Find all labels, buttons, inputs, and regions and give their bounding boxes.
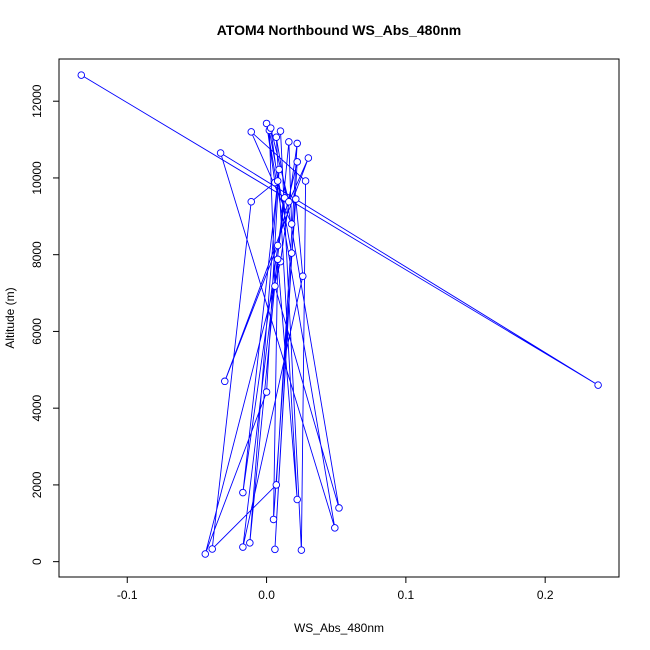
- data-point: [293, 158, 301, 166]
- data-point: [262, 388, 271, 396]
- y-tick-label: 10000: [30, 161, 44, 195]
- x-tick-label: -0.1: [117, 588, 138, 602]
- data-point: [221, 377, 229, 386]
- y-axis-label: Altitude (m): [3, 287, 17, 348]
- data-point: [247, 128, 255, 136]
- data-point: [272, 133, 281, 142]
- y-axis: 0 2000 4000 6000 8000 10000 12000: [30, 84, 59, 565]
- series-ws-abs-480nm: [77, 71, 602, 558]
- y-tick-label: 0: [30, 558, 44, 565]
- plot-frame: [58, 58, 620, 578]
- data-point: [293, 139, 301, 148]
- data-point: [271, 545, 279, 554]
- data-point: [292, 195, 300, 203]
- data-point: [285, 138, 293, 146]
- y-tick-label: 8000: [30, 241, 44, 268]
- data-point: [77, 71, 86, 79]
- data-point: [276, 127, 285, 135]
- data-point: [273, 241, 282, 250]
- data-point: [266, 124, 275, 132]
- data-point: [287, 249, 296, 257]
- y-tick-label: 12000: [30, 84, 44, 118]
- data-point: [201, 550, 210, 558]
- data-point: [293, 495, 301, 504]
- data-point: [275, 165, 283, 174]
- chart-title: ATOM4 Northbound WS_Abs_480nm: [217, 22, 462, 38]
- data-point: [301, 177, 310, 185]
- data-point: [246, 539, 254, 547]
- x-tick-label: 0.2: [537, 588, 554, 602]
- data-point: [299, 272, 307, 280]
- data-point: [269, 515, 278, 524]
- y-tick-label: 6000: [30, 318, 44, 345]
- data-point: [247, 197, 255, 206]
- data-point: [272, 481, 281, 489]
- data-point: [262, 119, 271, 128]
- data-point: [239, 543, 247, 551]
- data-point: [216, 149, 225, 157]
- data-point: [273, 255, 282, 264]
- data-point: [271, 282, 279, 290]
- data-point: [335, 504, 343, 512]
- data-point: [273, 177, 282, 185]
- data-point: [594, 381, 602, 389]
- x-tick-label: 0.1: [398, 588, 415, 602]
- y-tick-label: 4000: [30, 395, 44, 422]
- data-point: [297, 546, 306, 554]
- y-tick-label: 2000: [30, 471, 44, 498]
- data-point: [287, 220, 296, 228]
- x-tick-label: 0.0: [258, 588, 275, 602]
- series-line: [81, 74, 599, 555]
- data-point: [304, 154, 313, 162]
- x-axis: -0.1 0.0 0.1 0.2: [117, 577, 554, 602]
- x-axis-label: WS_Abs_480nm: [294, 621, 384, 635]
- data-point: [208, 545, 216, 553]
- data-point: [285, 197, 293, 206]
- data-point: [239, 488, 247, 497]
- data-point: [331, 524, 339, 532]
